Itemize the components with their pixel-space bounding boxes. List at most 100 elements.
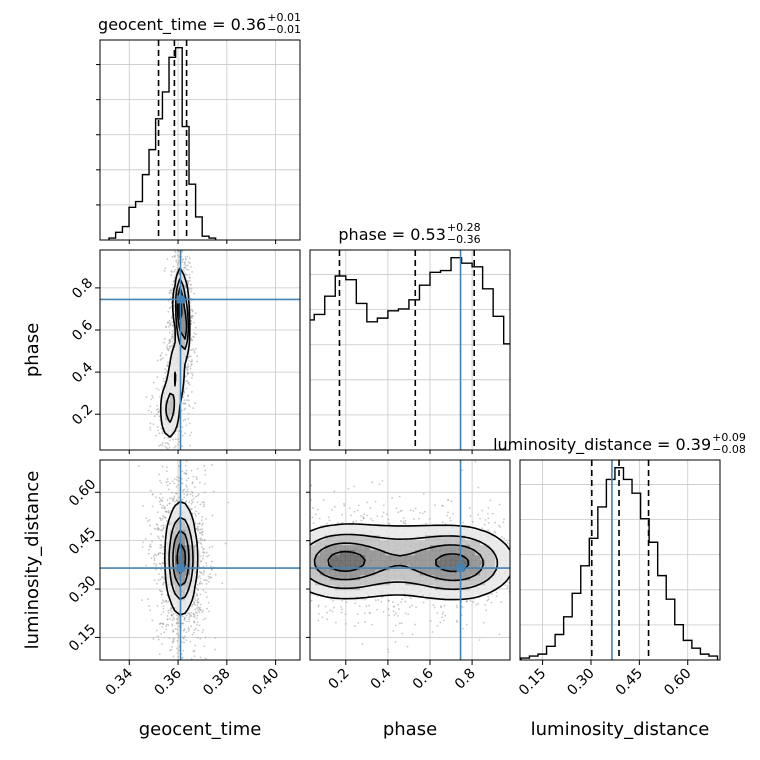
density-cell xyxy=(475,575,481,581)
sample-point xyxy=(170,317,173,320)
sample-point xyxy=(169,607,172,610)
sample-point xyxy=(162,377,165,380)
sample-point xyxy=(157,535,160,538)
sample-point xyxy=(187,395,190,398)
sample-point xyxy=(382,511,385,514)
sample-point xyxy=(177,250,180,253)
density-cell xyxy=(415,590,421,596)
density-cell xyxy=(475,580,481,586)
density-cell xyxy=(320,560,326,566)
density-cell xyxy=(335,545,341,551)
sample-point xyxy=(449,519,452,522)
density-cell xyxy=(395,570,401,576)
sample-point xyxy=(490,593,493,595)
density-cell xyxy=(165,550,171,556)
density-cell xyxy=(460,560,466,566)
sample-point xyxy=(191,372,193,375)
sample-point xyxy=(151,619,154,622)
sample-point xyxy=(423,510,426,513)
density-cell xyxy=(485,545,491,551)
density-cell xyxy=(370,555,376,561)
sample-point xyxy=(145,396,148,398)
sample-point xyxy=(161,590,164,593)
sample-point xyxy=(486,599,489,602)
histogram-step-phase xyxy=(310,256,510,345)
density-cell xyxy=(320,550,326,556)
density-cell xyxy=(170,360,176,366)
sample-point xyxy=(387,599,390,602)
density-cell xyxy=(480,575,486,581)
sample-point xyxy=(194,644,197,647)
density-cell xyxy=(400,535,406,541)
density-cell xyxy=(500,570,506,576)
sample-point xyxy=(175,485,178,488)
density-cell xyxy=(170,590,176,596)
density-cell xyxy=(325,550,331,556)
sample-point xyxy=(422,492,425,495)
sample-point xyxy=(155,629,158,632)
density-cell xyxy=(355,560,361,566)
sample-point xyxy=(187,626,190,629)
sample-point xyxy=(165,510,168,513)
density-cell xyxy=(375,540,381,546)
density-cell xyxy=(180,505,186,511)
density-cell xyxy=(170,390,176,396)
sample-point xyxy=(186,264,189,267)
density-cell xyxy=(165,530,171,536)
sample-point xyxy=(195,627,197,630)
sample-point xyxy=(203,645,206,648)
density-cell xyxy=(310,570,316,576)
density-cell xyxy=(170,380,176,386)
sample-point xyxy=(191,603,194,606)
density-cell xyxy=(450,545,456,551)
sample-point xyxy=(322,498,325,501)
density-cell xyxy=(410,555,416,561)
density-cell xyxy=(415,540,421,546)
sample-point xyxy=(203,503,205,506)
sample-point xyxy=(155,434,157,437)
sample-point xyxy=(201,528,204,531)
sample-point xyxy=(181,636,184,639)
density-cell xyxy=(390,560,396,566)
density-cell xyxy=(470,580,476,586)
density-cell xyxy=(375,585,381,591)
density-cell xyxy=(420,585,426,591)
sample-point xyxy=(506,586,509,589)
sample-point xyxy=(147,598,149,601)
density-cell xyxy=(465,550,471,556)
sample-point xyxy=(195,478,198,481)
density-cell xyxy=(320,575,326,581)
density-cell xyxy=(185,580,191,586)
sample-point xyxy=(348,507,351,510)
density-cell xyxy=(350,590,356,596)
sample-point xyxy=(198,575,201,578)
density-cell xyxy=(435,570,441,576)
sample-point xyxy=(191,491,194,494)
sample-point xyxy=(173,482,176,485)
density-cell xyxy=(390,570,396,576)
sample-point xyxy=(158,589,161,592)
sample-point xyxy=(176,639,179,642)
density-cell xyxy=(360,560,366,566)
sample-point xyxy=(162,605,165,608)
sample-point xyxy=(214,648,216,651)
sample-point xyxy=(444,523,447,525)
sample-point xyxy=(187,417,190,420)
sample-point xyxy=(366,501,369,504)
density-cell xyxy=(330,555,336,561)
sample-point xyxy=(174,251,177,254)
sample-point xyxy=(169,649,172,652)
sample-point xyxy=(382,610,385,613)
sample-point xyxy=(167,509,170,512)
density-cell xyxy=(490,575,496,581)
sample-point xyxy=(449,517,451,519)
density-cell xyxy=(165,430,171,436)
sample-point xyxy=(166,478,169,481)
sample-point xyxy=(193,650,196,652)
density-cell xyxy=(180,325,186,331)
density-cell xyxy=(385,590,391,596)
sample-point xyxy=(194,506,197,508)
density-cell xyxy=(470,550,476,556)
sample-point xyxy=(202,555,205,557)
density-cell xyxy=(175,380,181,386)
